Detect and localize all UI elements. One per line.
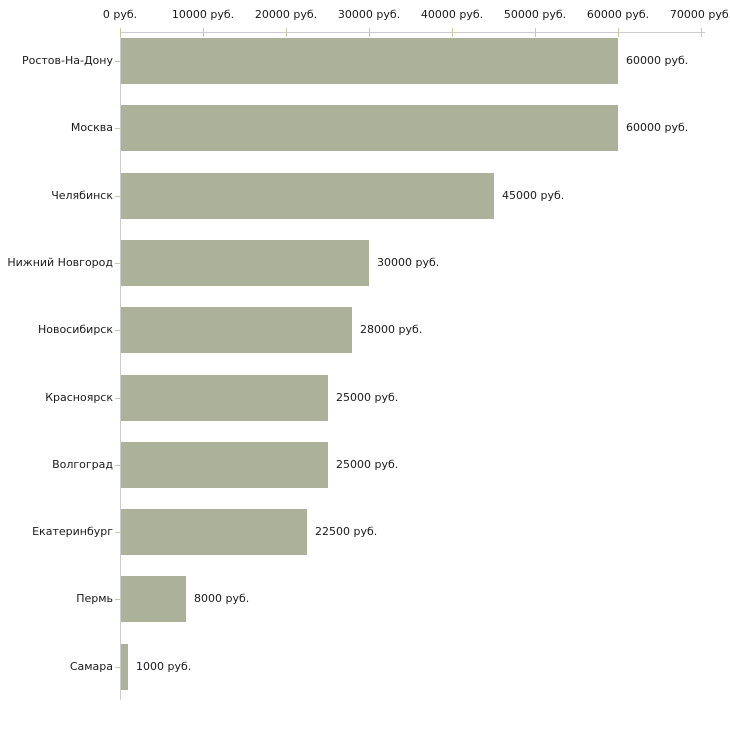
x-axis-tick bbox=[701, 28, 702, 37]
y-axis-tick bbox=[115, 263, 120, 264]
x-axis-tick bbox=[120, 28, 121, 37]
bar bbox=[121, 105, 618, 151]
x-axis-tick bbox=[452, 28, 453, 37]
x-axis-line bbox=[120, 32, 705, 33]
category-label: Челябинск bbox=[51, 189, 113, 202]
category-label: Москва bbox=[70, 121, 113, 134]
y-axis-tick bbox=[115, 599, 120, 600]
y-axis-line bbox=[120, 32, 121, 700]
value-label: 25000 руб. bbox=[336, 391, 399, 404]
category-label: Самара bbox=[69, 660, 113, 673]
value-label: 22500 руб. bbox=[315, 525, 378, 538]
value-label: 28000 руб. bbox=[360, 323, 423, 336]
x-axis-tick-label: 20000 руб. bbox=[254, 8, 318, 21]
x-axis-tick-label: 10000 руб. bbox=[171, 8, 235, 21]
x-axis-tick-label: 50000 руб. bbox=[503, 8, 567, 21]
value-label: 25000 руб. bbox=[336, 458, 399, 471]
x-axis-tick-label: 60000 руб. bbox=[586, 8, 650, 21]
x-axis-tick bbox=[535, 28, 536, 37]
x-axis-tick bbox=[369, 28, 370, 37]
value-label: 30000 руб. bbox=[377, 256, 440, 269]
y-axis-tick bbox=[115, 128, 120, 129]
bar bbox=[121, 307, 352, 353]
bar bbox=[121, 509, 307, 555]
x-axis-tick-label: 70000 руб. bbox=[669, 8, 730, 21]
bar bbox=[121, 38, 618, 84]
bar bbox=[121, 173, 494, 219]
y-axis-tick bbox=[115, 465, 120, 466]
y-axis-tick bbox=[115, 196, 120, 197]
category-label: Пермь bbox=[76, 592, 113, 605]
x-axis-tick bbox=[618, 28, 619, 37]
value-label: 60000 руб. bbox=[626, 54, 689, 67]
category-label: Волгоград bbox=[52, 458, 113, 471]
value-label: 8000 руб. bbox=[194, 592, 250, 605]
bar bbox=[121, 644, 128, 690]
x-axis-tick-label: 30000 руб. bbox=[337, 8, 401, 21]
x-axis-tick-label: 0 руб. bbox=[102, 8, 138, 21]
y-axis-tick bbox=[115, 532, 120, 533]
bar bbox=[121, 576, 186, 622]
category-label: Ростов-На-Дону bbox=[21, 54, 113, 67]
value-label: 45000 руб. bbox=[502, 189, 565, 202]
category-label: Екатеринбург bbox=[32, 525, 113, 538]
value-label: 60000 руб. bbox=[626, 121, 689, 134]
value-label: 1000 руб. bbox=[136, 660, 192, 673]
category-label: Красноярск bbox=[45, 391, 113, 404]
y-axis-tick bbox=[115, 398, 120, 399]
bar bbox=[121, 442, 328, 488]
x-axis-tick-label: 40000 руб. bbox=[420, 8, 484, 21]
category-label: Новосибирск bbox=[37, 323, 113, 336]
x-axis-tick bbox=[286, 28, 287, 37]
y-axis-tick bbox=[115, 61, 120, 62]
y-axis-tick bbox=[115, 667, 120, 668]
bar bbox=[121, 240, 369, 286]
bar bbox=[121, 375, 328, 421]
x-axis-tick bbox=[203, 28, 204, 37]
y-axis-tick bbox=[115, 330, 120, 331]
category-label: Нижний Новгород bbox=[7, 256, 113, 269]
